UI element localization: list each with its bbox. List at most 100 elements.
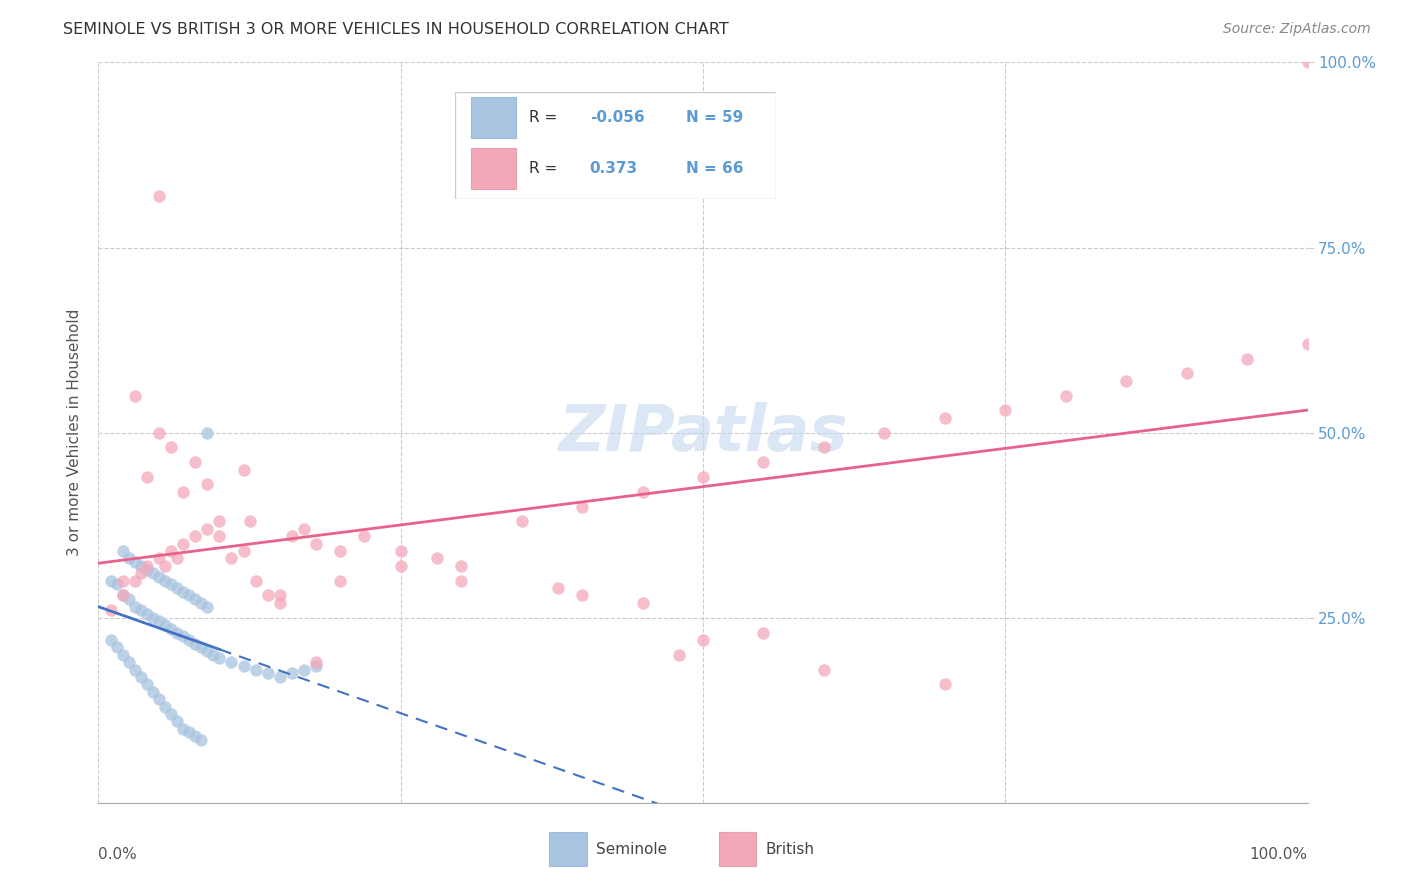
Point <box>190 732 212 747</box>
Point <box>184 455 207 469</box>
Point <box>994 403 1017 417</box>
Point <box>179 589 201 603</box>
Point <box>752 455 775 469</box>
Point <box>1175 367 1198 381</box>
Point <box>118 655 141 669</box>
Point <box>190 640 212 655</box>
Point <box>245 663 267 677</box>
Point <box>172 722 194 736</box>
Point <box>124 555 146 569</box>
Text: ZIPatlas: ZIPatlas <box>558 401 848 464</box>
Point <box>135 558 157 573</box>
Point <box>179 725 201 739</box>
Point <box>166 625 188 640</box>
Point <box>153 618 176 632</box>
Point <box>389 558 412 573</box>
Point <box>692 470 714 484</box>
Point <box>142 610 165 624</box>
Point <box>148 570 170 584</box>
Text: Source: ZipAtlas.com: Source: ZipAtlas.com <box>1223 22 1371 37</box>
Point <box>135 470 157 484</box>
Point <box>148 425 170 440</box>
Point <box>184 592 207 607</box>
Point <box>195 644 218 658</box>
Point <box>292 522 315 536</box>
Text: 0.0%: 0.0% <box>98 847 138 863</box>
Point <box>631 596 654 610</box>
Point <box>813 441 835 455</box>
Point <box>153 699 176 714</box>
Point <box>160 622 183 636</box>
Point <box>160 441 183 455</box>
Point <box>105 577 128 591</box>
Point <box>153 558 176 573</box>
Point <box>934 410 956 425</box>
Point <box>668 648 690 662</box>
Point <box>631 484 654 499</box>
Point <box>118 551 141 566</box>
Point <box>305 658 328 673</box>
Point <box>329 544 352 558</box>
Point <box>450 558 472 573</box>
Point <box>179 632 201 647</box>
Point <box>269 670 291 684</box>
Point <box>124 388 146 402</box>
Point <box>269 596 291 610</box>
Point <box>184 529 207 543</box>
Point <box>135 607 157 621</box>
Point <box>269 589 291 603</box>
Point <box>142 685 165 699</box>
Point <box>153 574 176 588</box>
Point <box>571 500 593 514</box>
Point <box>100 574 122 588</box>
Point <box>1054 388 1077 402</box>
Point <box>813 663 835 677</box>
Point <box>184 729 207 743</box>
Text: SEMINOLE VS BRITISH 3 OR MORE VEHICLES IN HOUSEHOLD CORRELATION CHART: SEMINOLE VS BRITISH 3 OR MORE VEHICLES I… <box>63 22 730 37</box>
Point <box>208 515 231 529</box>
Point <box>129 603 152 617</box>
Point <box>135 677 157 691</box>
Point <box>166 714 188 729</box>
Point <box>450 574 472 588</box>
Point <box>111 589 134 603</box>
Point <box>160 577 183 591</box>
Point <box>221 655 243 669</box>
Point <box>256 589 278 603</box>
Point <box>105 640 128 655</box>
Point <box>166 581 188 595</box>
Point <box>124 599 146 614</box>
Point <box>281 529 304 543</box>
Point <box>202 648 225 662</box>
Point <box>195 477 218 491</box>
Point <box>135 563 157 577</box>
Point <box>160 706 183 721</box>
Point <box>148 551 170 566</box>
Point <box>692 632 714 647</box>
Point <box>1296 336 1319 351</box>
Point <box>100 603 122 617</box>
Point <box>305 536 328 550</box>
Point <box>129 566 152 581</box>
Point <box>148 692 170 706</box>
Point <box>873 425 896 440</box>
Point <box>100 632 122 647</box>
Point <box>571 589 593 603</box>
Point <box>124 663 146 677</box>
Point <box>148 615 170 629</box>
Point <box>353 529 375 543</box>
Point <box>142 566 165 581</box>
Point <box>118 592 141 607</box>
Point <box>934 677 956 691</box>
Point <box>1115 374 1137 388</box>
Point <box>111 648 134 662</box>
Point <box>111 574 134 588</box>
Point <box>239 515 262 529</box>
Point <box>195 599 218 614</box>
Point <box>389 544 412 558</box>
Point <box>208 651 231 665</box>
Point <box>426 551 449 566</box>
Point <box>172 629 194 643</box>
Point <box>148 188 170 202</box>
Point <box>547 581 569 595</box>
